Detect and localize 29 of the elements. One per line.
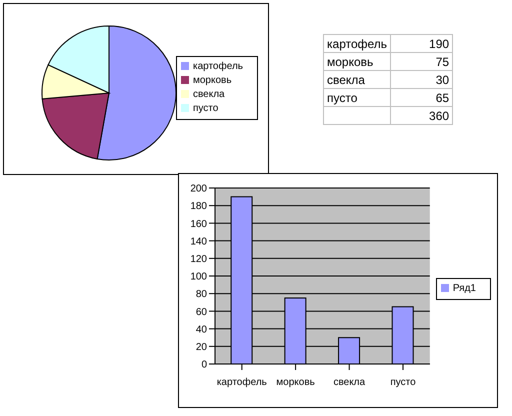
data-label: 30 <box>390 70 453 88</box>
legend-label: пусто <box>192 103 218 114</box>
y-tick-label: 160 <box>190 218 208 230</box>
category-label: пусто <box>324 88 391 106</box>
y-tick-label: 0 <box>201 360 208 371</box>
data-label: 75 <box>390 52 453 70</box>
y-tick-label: 60 <box>196 306 208 318</box>
data-label: 65 <box>390 88 453 106</box>
legend-label: морковь <box>192 75 232 86</box>
y-tick-label: 120 <box>190 254 208 265</box>
y-tick-label: 40 <box>196 324 208 336</box>
y-tick-label: 100 <box>190 272 208 283</box>
category-label: свекла <box>324 70 391 88</box>
category-label: морковь <box>324 52 391 70</box>
y-tick-label: 200 <box>190 184 208 195</box>
y-tick-label: 80 <box>196 289 208 300</box>
category-label: картофель <box>324 34 391 52</box>
x-tick-label: пусто <box>390 377 416 388</box>
x-tick-label: морковь <box>276 377 315 388</box>
x-tick-label: свекла <box>333 377 366 388</box>
y-tick-label: 140 <box>190 236 208 248</box>
text: 360 <box>429 108 450 122</box>
legend-label: картофель <box>192 61 243 72</box>
legend-label: Ряд1 <box>452 283 476 294</box>
data-label: 190 <box>390 34 453 52</box>
legend-label: свекла <box>192 89 225 100</box>
y-tick-label: 20 <box>196 342 208 353</box>
y-tick-label: 180 <box>190 201 208 212</box>
x-tick-label: картофель <box>216 377 267 388</box>
